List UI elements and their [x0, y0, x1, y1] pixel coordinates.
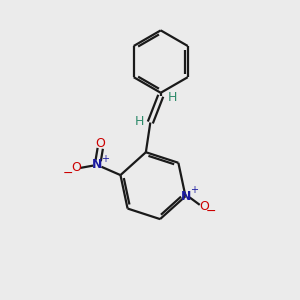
Text: O: O — [95, 137, 105, 150]
Text: N: N — [92, 158, 103, 171]
Text: O: O — [199, 200, 209, 213]
Text: −: − — [62, 167, 73, 180]
Text: +: + — [190, 185, 198, 195]
Text: O: O — [71, 161, 81, 175]
Text: H: H — [134, 115, 144, 128]
Text: +: + — [101, 154, 109, 164]
Text: −: − — [206, 205, 217, 218]
Text: N: N — [181, 190, 191, 203]
Text: H: H — [167, 91, 177, 104]
